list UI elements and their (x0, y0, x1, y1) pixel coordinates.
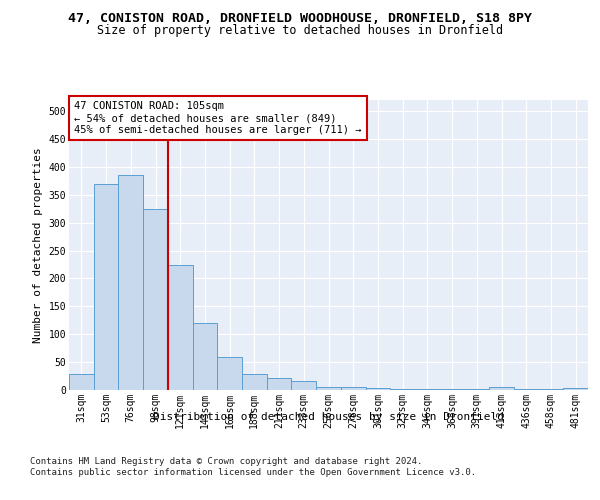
Text: 47 CONISTON ROAD: 105sqm
← 54% of detached houses are smaller (849)
45% of semi-: 47 CONISTON ROAD: 105sqm ← 54% of detach… (74, 102, 362, 134)
Bar (316, 386, 341, 390)
Bar (242, 374, 267, 390)
Bar (69, 374, 94, 390)
Bar (168, 264, 193, 390)
Bar (489, 387, 514, 390)
Text: Distribution of detached houses by size in Dronfield: Distribution of detached houses by size … (154, 412, 504, 422)
Bar (267, 378, 292, 390)
Bar (341, 387, 365, 390)
Bar (193, 322, 217, 390)
Bar (94, 184, 118, 390)
Text: 47, CONISTON ROAD, DRONFIELD WOODHOUSE, DRONFIELD, S18 8PY: 47, CONISTON ROAD, DRONFIELD WOODHOUSE, … (68, 12, 532, 26)
Text: Size of property relative to detached houses in Dronfield: Size of property relative to detached ho… (97, 24, 503, 37)
Y-axis label: Number of detached properties: Number of detached properties (33, 147, 43, 343)
Bar (292, 381, 316, 390)
Bar (217, 356, 242, 390)
Bar (143, 209, 168, 390)
Text: Contains HM Land Registry data © Crown copyright and database right 2024.
Contai: Contains HM Land Registry data © Crown c… (30, 458, 476, 477)
Bar (563, 388, 588, 390)
Bar (365, 388, 390, 390)
Bar (118, 176, 143, 390)
